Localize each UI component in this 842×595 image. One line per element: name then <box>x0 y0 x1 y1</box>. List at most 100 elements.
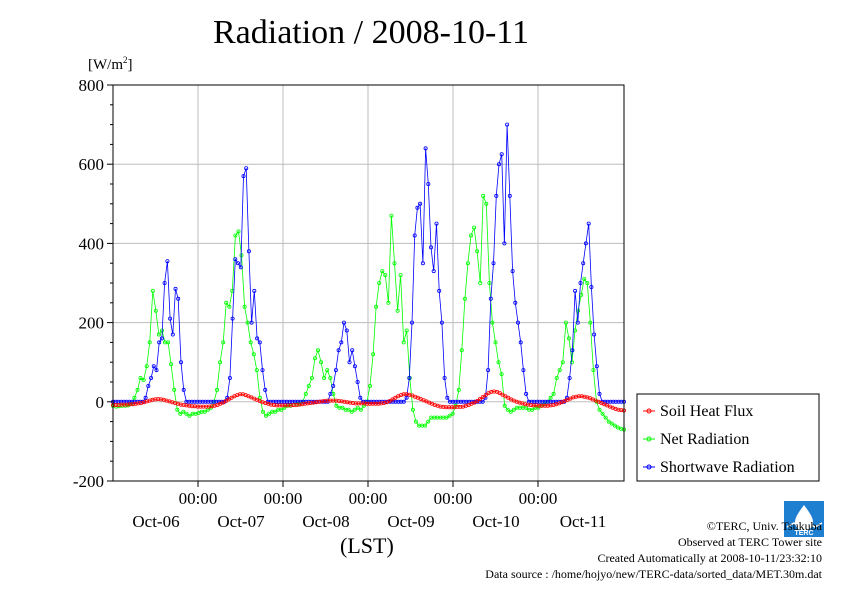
data-point <box>506 395 511 400</box>
data-point <box>496 162 501 167</box>
data-point <box>203 399 208 404</box>
legend-marker <box>646 436 652 442</box>
data-point <box>344 328 349 333</box>
data-point <box>407 375 412 380</box>
data-point <box>456 387 461 392</box>
data-point <box>511 407 516 412</box>
data-point <box>608 399 613 404</box>
data-point <box>365 401 370 406</box>
copyright-text: ©TERC, Univ. Tsukuba <box>706 519 822 533</box>
data-point <box>591 368 596 373</box>
data-point <box>446 405 451 410</box>
source-text: Data source : /home/hojyo/new/TERC-data/… <box>485 567 822 581</box>
y-tick-label: 600 <box>79 155 105 174</box>
data-point <box>477 396 482 401</box>
data-point <box>409 320 414 325</box>
legend-marker <box>646 464 652 470</box>
unit-superscript: 2 <box>123 55 128 65</box>
data-point <box>260 409 265 414</box>
data-point <box>187 413 192 418</box>
data-point <box>581 261 586 266</box>
data-point <box>173 286 178 291</box>
data-point <box>274 399 279 404</box>
data-point <box>431 269 436 274</box>
data-point <box>619 399 624 404</box>
data-point <box>513 300 518 305</box>
data-point <box>238 265 243 270</box>
y-tick-label: 800 <box>79 76 105 95</box>
data-point <box>341 320 346 325</box>
data-point <box>208 399 213 404</box>
data-point <box>233 233 238 238</box>
created-text: Created Automatically at 2008-10-11/23:3… <box>597 551 822 565</box>
svg-text:TERC: TERC <box>794 530 813 537</box>
data-point <box>563 320 568 325</box>
data-point <box>564 395 569 400</box>
data-point <box>442 375 447 380</box>
data-point <box>426 419 431 424</box>
data-point <box>248 340 253 345</box>
data-point <box>283 403 288 408</box>
data-point <box>132 395 137 400</box>
data-point <box>543 399 548 404</box>
data-point <box>395 308 400 313</box>
x-tick-label: 00:00 <box>519 489 558 508</box>
data-point <box>510 269 515 274</box>
data-point <box>418 201 423 206</box>
data-point <box>521 368 526 373</box>
data-point <box>535 399 540 404</box>
data-point <box>306 383 311 388</box>
y-axis-ticks: -200 0 200 400 600 800 <box>73 76 113 491</box>
data-point <box>334 403 339 408</box>
data-point <box>493 340 498 345</box>
data-point <box>263 387 268 392</box>
data-point <box>227 304 232 309</box>
legend-label: Net Radiation <box>660 431 749 448</box>
footer-info: ©TERC, Univ. Tsukuba Observed at TERC To… <box>485 518 822 582</box>
data-point <box>336 348 341 353</box>
y-tick-label: 400 <box>79 234 105 253</box>
data-point <box>122 402 127 407</box>
data-point <box>150 288 155 293</box>
data-point <box>129 399 134 404</box>
data-point <box>178 360 183 365</box>
data-point <box>214 399 219 404</box>
y-axis-unit: [W/m2] <box>88 55 133 74</box>
data-point <box>532 399 537 404</box>
data-point <box>361 403 366 408</box>
data-point <box>502 241 507 246</box>
data-point <box>218 360 223 365</box>
data-point <box>426 181 431 186</box>
data-point <box>453 399 458 404</box>
data-point <box>226 397 231 402</box>
data-point <box>319 360 324 365</box>
data-point <box>352 407 357 412</box>
data-point <box>151 364 156 369</box>
data-point <box>585 280 590 285</box>
data-point <box>616 399 621 404</box>
data-point <box>367 383 372 388</box>
x-day-label: Oct-07 <box>217 512 265 531</box>
data-point <box>592 332 597 337</box>
data-point <box>236 229 241 234</box>
data-point <box>200 399 205 404</box>
data-point <box>594 364 599 369</box>
data-point <box>165 259 170 264</box>
data-point <box>518 340 523 345</box>
data-point <box>589 284 594 289</box>
data-point <box>437 288 442 293</box>
data-point <box>282 399 287 404</box>
data-point <box>499 372 504 377</box>
unit-label: [W/m <box>88 57 123 73</box>
data-point <box>487 280 492 285</box>
data-point <box>401 399 406 404</box>
data-point <box>287 399 292 404</box>
data-point <box>545 399 550 404</box>
data-point <box>138 375 143 380</box>
data-point <box>497 391 502 396</box>
data-point <box>490 320 495 325</box>
data-point <box>543 403 548 408</box>
data-point <box>404 328 409 333</box>
data-point <box>227 375 232 380</box>
data-point <box>358 407 363 412</box>
